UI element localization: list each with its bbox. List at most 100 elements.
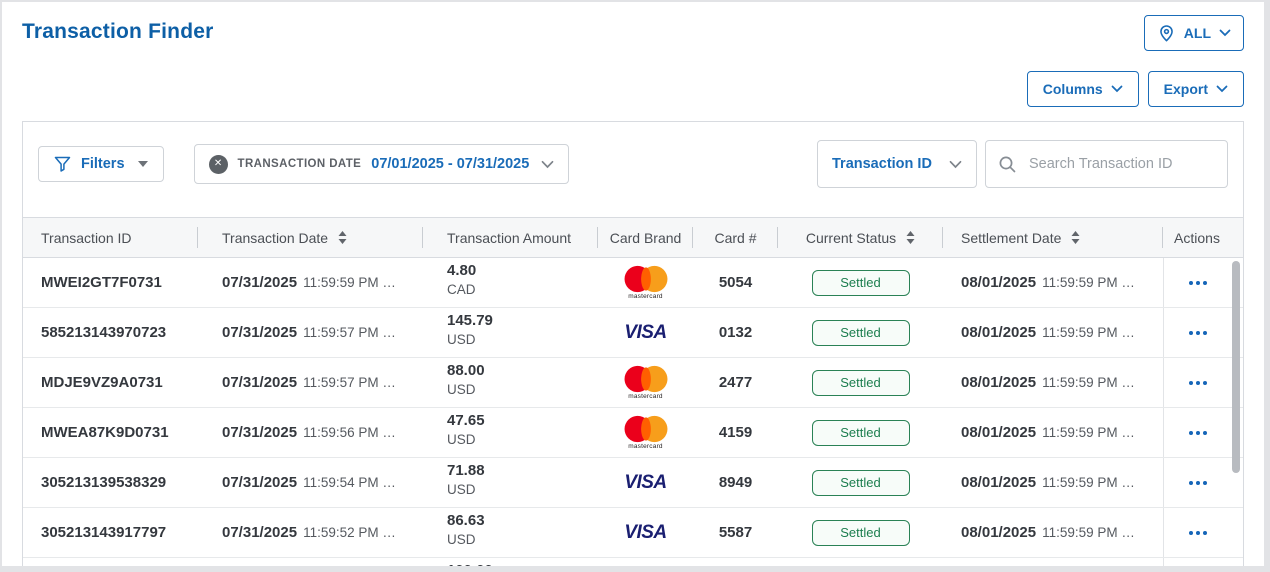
- transaction-id-value: 585213143970723: [41, 324, 167, 341]
- card-number-value: 4159: [718, 424, 753, 441]
- card-number-cell: 8949: [693, 458, 778, 507]
- top-bar: Transaction Finder ALL: [22, 2, 1244, 51]
- transaction-id-value: 305213139538329: [41, 474, 167, 491]
- search-field-select[interactable]: Transaction ID: [817, 140, 977, 188]
- remove-filter-icon[interactable]: ✕: [208, 154, 228, 174]
- table-row: 305213143917797 07/31/2025 11:59:52 PM … 86…: [23, 508, 1243, 558]
- settlement-date-cell: 08/01/2025 11:59:59 PM …: [943, 258, 1163, 307]
- transaction-date-cell: [198, 558, 423, 566]
- card-number-cell: 5054: [693, 258, 778, 307]
- row-actions-button[interactable]: [1183, 525, 1213, 541]
- row-actions-button[interactable]: [1183, 275, 1213, 291]
- app-window: Transaction Finder ALL Columns: [2, 2, 1264, 566]
- actions-cell: [1163, 508, 1231, 557]
- transaction-time-value: 11:59:56 PM …: [303, 425, 396, 440]
- transaction-id-cell: MWEI2GT7F0731: [23, 258, 198, 307]
- columns-button-label: Columns: [1042, 81, 1103, 97]
- currency-code: USD: [447, 432, 476, 448]
- settlement-date-value: 08/01/2025: [961, 274, 1037, 291]
- transaction-date-value: 07/31/2025: [222, 424, 298, 441]
- search-input[interactable]: [1027, 155, 1215, 173]
- status-badge: Settled: [811, 369, 910, 396]
- amount-value: 71.88: [447, 461, 485, 479]
- dropdown-caret-icon: [137, 161, 148, 167]
- column-header-settlement-date[interactable]: Settlement Date: [943, 218, 1163, 257]
- column-header-current-status[interactable]: Current Status: [778, 218, 943, 257]
- chevron-down-icon: [1216, 85, 1228, 93]
- location-filter-button[interactable]: ALL: [1143, 15, 1244, 51]
- table-row: MDJE9VZ9A0731 07/31/2025 11:59:57 PM … 88.0…: [23, 358, 1243, 408]
- settlement-time-value: 11:59:59 PM …: [1042, 275, 1135, 290]
- settlement-date-cell: 08/01/2025 11:59:59 PM …: [943, 408, 1163, 457]
- settlement-date-cell: [943, 558, 1163, 566]
- transaction-time-value: 11:59:59 PM …: [303, 275, 396, 290]
- filters-button[interactable]: Filters: [38, 146, 164, 182]
- column-header-transaction-date[interactable]: Transaction Date: [198, 218, 423, 257]
- search-box: [985, 140, 1228, 188]
- transaction-amount-cell: 4.80 CAD: [423, 258, 598, 307]
- transaction-date-cell: 07/31/2025 11:59:57 PM …: [198, 308, 423, 357]
- transaction-id-cell: 585213143970723: [23, 308, 198, 357]
- vertical-scrollbar[interactable]: [1232, 261, 1240, 473]
- row-actions-button[interactable]: [1183, 325, 1213, 341]
- transaction-time-value: 11:59:57 PM …: [303, 325, 396, 340]
- transaction-date-value: 07/31/2025: [222, 524, 298, 541]
- transaction-id-cell: 305213139538329: [23, 458, 198, 507]
- amount-stack: 4.80 CAD: [447, 262, 476, 304]
- card-brand-cell: VISA: [598, 308, 693, 357]
- card-number-cell: 2477: [693, 358, 778, 407]
- row-actions-button[interactable]: [1183, 475, 1213, 491]
- amount-value: 47.65: [447, 411, 485, 429]
- settlement-date-value: 08/01/2025: [961, 524, 1037, 541]
- card-number-value: 5054: [718, 274, 753, 291]
- actions-cell: [1163, 558, 1231, 566]
- mastercard-wordmark: mastercard: [628, 392, 663, 400]
- transaction-date-filter-chip[interactable]: ✕ TRANSACTION DATE 07/01/2025 - 07/31/20…: [193, 144, 570, 184]
- mastercard-circles: [624, 265, 667, 292]
- status-badge: Settled: [811, 419, 910, 446]
- transaction-date-value: 07/31/2025: [222, 474, 298, 491]
- table-header: Transaction ID Transaction Date Transactio…: [23, 217, 1243, 258]
- column-label: Transaction Date: [222, 229, 329, 246]
- row-actions-button[interactable]: [1183, 425, 1213, 441]
- row-actions-button[interactable]: [1183, 375, 1213, 391]
- transaction-id-value: MWEI2GT7F0731: [41, 274, 162, 291]
- transaction-amount-cell: 71.88 USD: [423, 458, 598, 507]
- transaction-date-cell: 07/31/2025 11:59:57 PM …: [198, 358, 423, 407]
- transaction-date-value: 07/31/2025: [222, 324, 298, 341]
- settlement-time-value: 11:59:59 PM …: [1042, 325, 1135, 340]
- table-row: MWEA87K9D0731 07/31/2025 11:59:56 PM … 47.6…: [23, 408, 1243, 458]
- visa-logo-icon: VISA: [624, 471, 667, 493]
- mastercard-circles: [624, 365, 667, 392]
- actions-cell: [1163, 258, 1231, 307]
- actions-cell: [1163, 408, 1231, 457]
- column-header-card: Card #: [693, 218, 778, 257]
- transaction-date-value: 07/31/2025: [222, 274, 298, 291]
- transaction-date-value: 07/31/2025: [222, 374, 298, 391]
- mastercard-wordmark: mastercard: [628, 442, 663, 450]
- currency-code: USD: [447, 482, 476, 498]
- search-icon: [998, 155, 1017, 174]
- column-header-card-brand: Card Brand: [598, 218, 693, 257]
- location-filter-label: ALL: [1183, 25, 1211, 41]
- chevron-down-icon: [541, 160, 554, 169]
- column-label: Current Status: [805, 229, 897, 246]
- transaction-date-cell: 07/31/2025 11:59:56 PM …: [198, 408, 423, 457]
- transaction-id-cell: MWEA87K9D0731: [23, 408, 198, 457]
- location-pin-icon: [1157, 24, 1176, 43]
- card-number-cell: 5587: [693, 508, 778, 557]
- settlement-date-value: 08/01/2025: [961, 424, 1037, 441]
- sort-icon: [1071, 231, 1080, 244]
- status-badge: Settled: [811, 319, 910, 346]
- card-number-cell: 4159: [693, 408, 778, 457]
- currency-code: CAD: [447, 282, 476, 298]
- columns-button[interactable]: Columns: [1026, 71, 1139, 107]
- currency-code: USD: [447, 332, 476, 348]
- table-row: MWEI2GT7F0731 07/31/2025 11:59:59 PM … 4.80…: [23, 258, 1243, 308]
- chevron-down-icon: [1219, 29, 1231, 37]
- transaction-id-cell: 305213143917797: [23, 508, 198, 557]
- export-button[interactable]: Export: [1147, 71, 1244, 107]
- settlement-date-value: 08/01/2025: [961, 374, 1037, 391]
